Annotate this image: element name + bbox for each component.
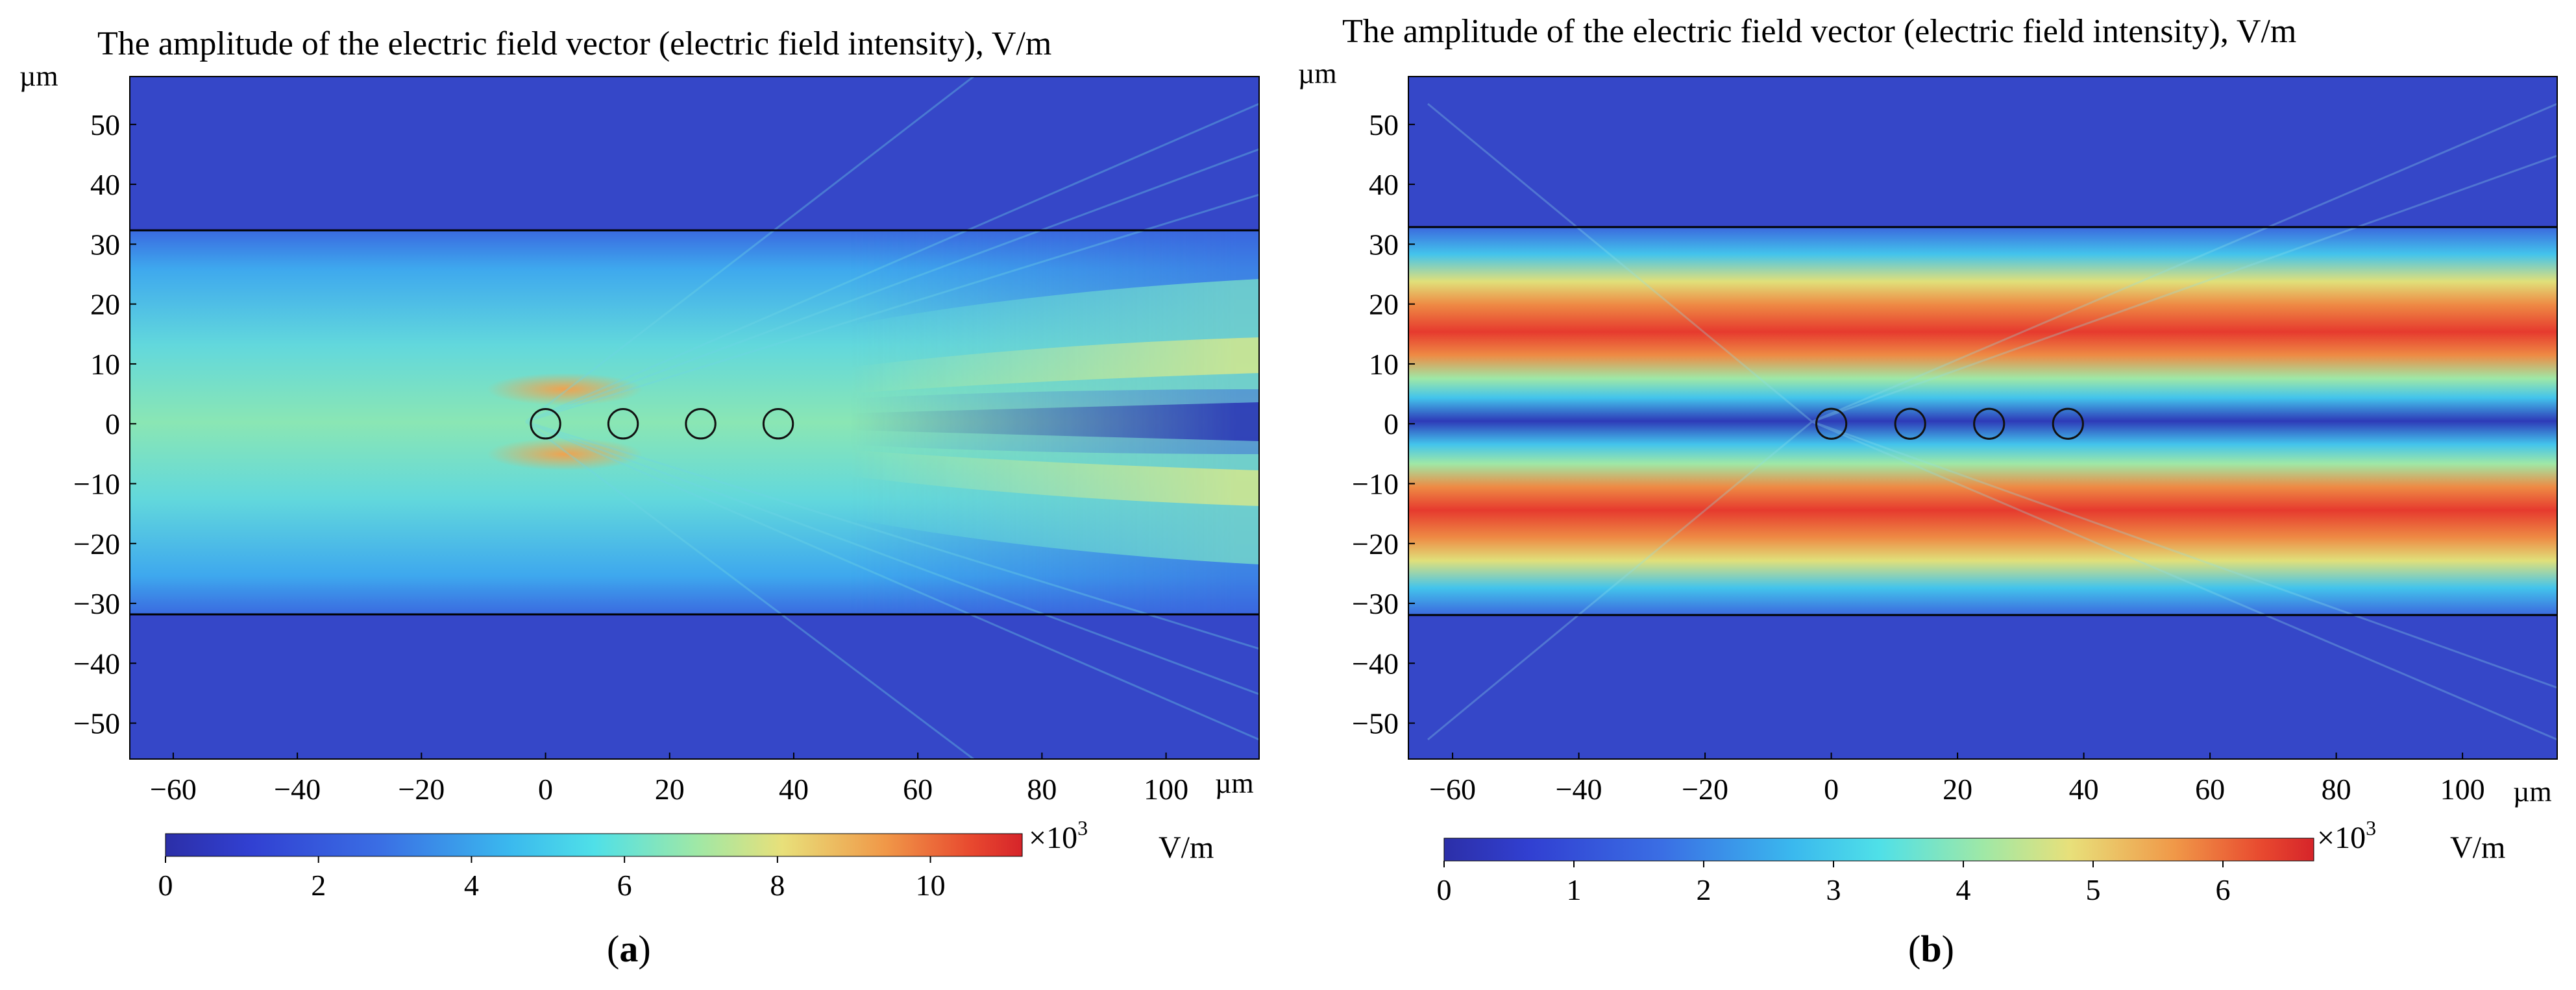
x-tick-label: 40 xyxy=(779,773,809,806)
colorbar-tick-label: 3 xyxy=(1826,873,1841,906)
y-tick-label: −30 xyxy=(1352,587,1399,620)
y-tick-label: 10 xyxy=(1369,348,1399,381)
microsphere-circle xyxy=(607,408,639,440)
panel-b-x-unit: µm xyxy=(2513,776,2552,808)
panel-a-microspheres xyxy=(530,408,794,440)
x-tick-label: 100 xyxy=(2440,773,2485,806)
y-tick-label: 40 xyxy=(90,168,120,201)
microsphere-circle xyxy=(2052,407,2084,440)
y-tick-label: −10 xyxy=(1352,468,1399,501)
y-tick-label: −50 xyxy=(73,707,120,740)
x-tick-label: 20 xyxy=(655,773,685,806)
x-tick-label: −60 xyxy=(150,773,197,806)
panel-b-title: The amplitude of the electric field vect… xyxy=(1342,13,2296,50)
x-tick-label: −60 xyxy=(1429,773,1476,806)
colorbar-tick-label: 2 xyxy=(1697,873,1711,906)
y-tick-label: 0 xyxy=(1384,407,1399,441)
x-tick-label: 40 xyxy=(2069,773,2099,806)
microsphere-circle xyxy=(1973,407,2006,440)
microsphere-circle xyxy=(530,408,561,440)
microsphere-circle xyxy=(685,408,717,440)
y-tick-label: −50 xyxy=(1352,707,1399,740)
microsphere-circle xyxy=(1894,407,1926,440)
colorbar-tick-label: 0 xyxy=(158,869,173,902)
colorbar-tick-label: 2 xyxy=(311,869,326,902)
colorbar-tick-label: 6 xyxy=(2216,873,2231,906)
panel-b: The amplitude of the electric field vect… xyxy=(1298,13,2558,970)
x-tick-label: 0 xyxy=(1824,773,1839,806)
panel-a-y-unit: µm xyxy=(19,60,58,92)
panel-b-frame xyxy=(1408,76,2558,760)
x-tick-label: −40 xyxy=(274,773,321,806)
x-tick-label: 60 xyxy=(903,773,933,806)
colorbar-tick-label: 8 xyxy=(770,869,785,902)
panel-a-colorbar-unit: V/m xyxy=(1159,830,1214,865)
microsphere-circle xyxy=(762,408,794,440)
x-tick-label: −20 xyxy=(398,773,445,806)
panel-a-field-map xyxy=(130,77,1259,759)
y-tick-label: 20 xyxy=(90,288,120,321)
x-tick-label: −40 xyxy=(1556,773,1602,806)
panel-b-colorbar-unit: V/m xyxy=(2450,830,2505,865)
colorbar-tick-label: 1 xyxy=(1567,873,1582,906)
panel-a-title: The amplitude of the electric field vect… xyxy=(97,25,1051,62)
colorbar-tick-label: 0 xyxy=(1437,873,1452,906)
panel-b-colorbar-multiplier: ×103 xyxy=(2317,816,2376,855)
panel-a-frame xyxy=(129,76,1260,760)
microsphere-circle xyxy=(1815,407,1848,440)
y-tick-label: −10 xyxy=(73,468,120,501)
x-tick-label: 60 xyxy=(2195,773,2225,806)
y-tick-label: −40 xyxy=(73,647,120,680)
panel-a-colorbar xyxy=(165,833,1023,857)
y-tick-label: 30 xyxy=(1369,228,1399,261)
y-tick-label: 10 xyxy=(90,348,120,381)
panel-b-y-unit: µm xyxy=(1298,58,1337,90)
y-tick-label: −20 xyxy=(1352,527,1399,561)
panel-b-colorbar xyxy=(1443,838,2314,862)
colorbar-tick-label: 5 xyxy=(2086,873,2101,906)
panel-b-field-map xyxy=(1408,77,2557,759)
panel-a-colorbar-multiplier: ×103 xyxy=(1029,816,1088,855)
y-tick-label: −40 xyxy=(1352,647,1399,680)
panel-b-caption: (b) xyxy=(1908,928,1954,970)
y-tick-label: 30 xyxy=(90,228,120,261)
y-tick-label: −30 xyxy=(73,587,120,620)
x-tick-label: 20 xyxy=(1943,773,1972,806)
y-tick-label: 40 xyxy=(1369,168,1399,201)
colorbar-tick-label: 4 xyxy=(1956,873,1971,906)
colorbar-tick-label: 6 xyxy=(617,869,632,902)
panel-a-caption: (a) xyxy=(607,928,651,970)
x-tick-label: 100 xyxy=(1144,773,1188,806)
y-tick-label: 20 xyxy=(1369,288,1399,321)
y-tick-label: 50 xyxy=(90,108,120,141)
y-tick-label: −20 xyxy=(73,527,120,561)
x-tick-label: 0 xyxy=(538,773,553,806)
panel-a: The amplitude of the electric field vect… xyxy=(19,25,1260,970)
panel-b-microspheres xyxy=(1815,407,2084,440)
colorbar-tick-label: 4 xyxy=(464,869,479,902)
y-tick-label: 0 xyxy=(105,407,120,441)
x-tick-label: −20 xyxy=(1682,773,1728,806)
x-tick-label: 80 xyxy=(2322,773,2351,806)
panel-a-x-unit: µm xyxy=(1215,767,1254,799)
colorbar-tick-label: 10 xyxy=(916,869,946,902)
y-tick-label: 50 xyxy=(1369,108,1399,141)
x-tick-label: 80 xyxy=(1027,773,1057,806)
